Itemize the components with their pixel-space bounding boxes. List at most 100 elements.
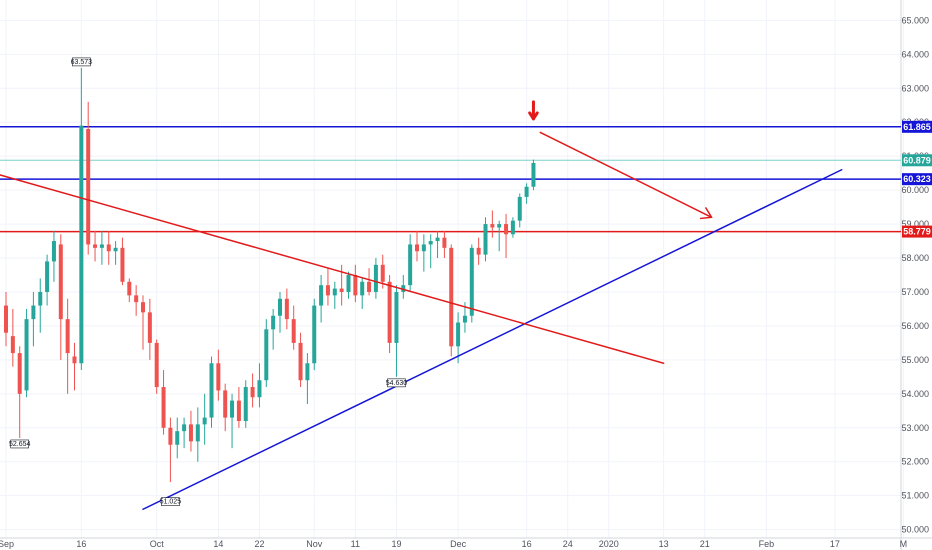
candle bbox=[531, 159, 536, 191]
x-tick-label: 19 bbox=[391, 539, 401, 549]
candle-body bbox=[449, 247, 454, 347]
candle-body bbox=[99, 244, 104, 248]
candle bbox=[476, 237, 481, 265]
x-tick-label: 17 bbox=[830, 539, 840, 549]
callout-label: 51.025 bbox=[160, 499, 182, 506]
x-tick-label: 22 bbox=[254, 539, 264, 549]
candle-body bbox=[127, 281, 132, 296]
candle-body bbox=[380, 264, 385, 282]
candle-body bbox=[230, 400, 235, 418]
candle bbox=[17, 346, 22, 438]
axis-price-tags: 61.865 60.323 58.779 60.879 bbox=[902, 120, 932, 238]
candle bbox=[394, 285, 399, 377]
y-tick-label: 56.000 bbox=[901, 321, 929, 331]
candle-body bbox=[325, 285, 330, 296]
red-projection-arrow-head bbox=[699, 207, 713, 220]
candle-body bbox=[298, 342, 303, 381]
candlestick-series bbox=[4, 67, 536, 483]
candle-body bbox=[346, 275, 351, 292]
candle-body bbox=[428, 241, 433, 245]
candle bbox=[120, 237, 125, 286]
candle bbox=[141, 295, 145, 350]
y-tick-label: 58.000 bbox=[901, 253, 929, 263]
candle-body bbox=[504, 224, 509, 235]
x-axis-ticks: Sep 16 Oct 14 22 Nov 11 19 Dec 16 24 2020 13 21 Feb 17 M bbox=[0, 539, 907, 549]
candle-body bbox=[134, 295, 139, 303]
red-down-marker-head bbox=[528, 111, 539, 121]
candle bbox=[510, 217, 515, 238]
candle-body bbox=[4, 305, 8, 333]
y-tick-label: 55.000 bbox=[901, 355, 929, 365]
candle-body bbox=[476, 247, 481, 255]
candle bbox=[134, 285, 139, 316]
candle bbox=[188, 410, 193, 452]
candle bbox=[524, 183, 529, 204]
y-tick-label: 50.000 bbox=[901, 525, 929, 535]
candle-body bbox=[182, 424, 187, 432]
price-tag bbox=[902, 154, 932, 167]
candle-body bbox=[141, 302, 145, 313]
candle bbox=[271, 308, 276, 350]
red-falling-trendline bbox=[0, 174, 665, 365]
candle bbox=[86, 101, 91, 255]
candle bbox=[353, 264, 358, 303]
candle bbox=[31, 291, 36, 347]
candle-body bbox=[175, 431, 180, 445]
candle-body bbox=[147, 312, 152, 343]
y-tick-label: 60.000 bbox=[901, 185, 929, 195]
candle bbox=[449, 244, 454, 357]
candle bbox=[45, 254, 50, 306]
price-callouts: 63.573 52.654 51.025 54.630 bbox=[9, 57, 407, 506]
candle-body bbox=[319, 285, 324, 306]
candle bbox=[421, 234, 426, 272]
candle bbox=[373, 258, 378, 299]
price-tag bbox=[902, 173, 932, 186]
candle bbox=[175, 417, 180, 459]
red-projection-arrow bbox=[539, 131, 713, 219]
candle-body bbox=[10, 336, 15, 354]
candle-body bbox=[195, 424, 200, 442]
candle-body bbox=[278, 298, 282, 316]
candle bbox=[202, 393, 207, 445]
candle-body bbox=[271, 315, 276, 330]
candle bbox=[490, 210, 495, 238]
candle bbox=[428, 234, 433, 269]
candle-body bbox=[264, 329, 269, 381]
candle-body bbox=[339, 288, 344, 292]
candle bbox=[442, 230, 447, 259]
candle-body bbox=[415, 244, 419, 252]
x-tick-label: 21 bbox=[700, 539, 710, 549]
candle bbox=[243, 380, 248, 428]
candle-body bbox=[250, 387, 255, 398]
candle bbox=[51, 230, 56, 282]
x-tick-label: 11 bbox=[351, 539, 360, 549]
candle-body bbox=[161, 387, 166, 428]
y-tick-label: 63.000 bbox=[901, 83, 929, 93]
price-tag bbox=[902, 120, 932, 133]
candle-body bbox=[524, 186, 529, 197]
y-axis-ticks: 50.000 51.000 52.000 53.000 54.000 55.000 56.0… bbox=[901, 15, 929, 534]
candle bbox=[24, 308, 29, 398]
candle-body bbox=[86, 129, 91, 245]
candle bbox=[182, 417, 187, 449]
candle-body bbox=[58, 244, 63, 320]
candle bbox=[305, 353, 310, 405]
candle bbox=[319, 275, 324, 323]
candle bbox=[168, 417, 173, 483]
candle-body bbox=[65, 319, 70, 354]
candle-body bbox=[188, 424, 193, 442]
candle-body bbox=[442, 237, 447, 248]
candle bbox=[469, 244, 474, 323]
price-tag-label: 61.865 bbox=[903, 122, 931, 132]
candle bbox=[401, 275, 406, 299]
x-tick-label: 16 bbox=[76, 539, 86, 549]
candle bbox=[456, 312, 461, 364]
candle bbox=[360, 278, 365, 309]
candle-body bbox=[154, 342, 159, 388]
blue-rising-trendline bbox=[142, 169, 843, 511]
y-tick-label: 53.000 bbox=[901, 423, 929, 433]
candle-body bbox=[312, 305, 317, 364]
candle bbox=[387, 275, 392, 354]
x-tick-label: 2020 bbox=[599, 539, 619, 549]
